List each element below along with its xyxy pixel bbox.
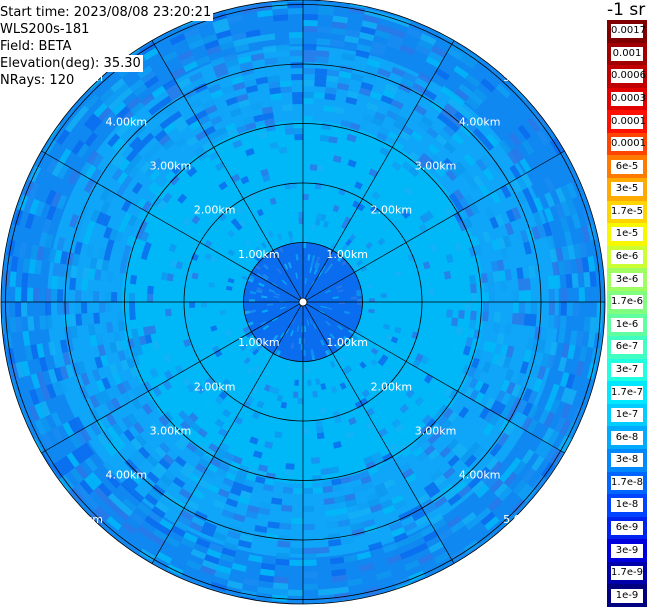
colorbar <box>607 20 647 607</box>
colorbar-label: 1.7e-9 <box>611 566 644 581</box>
range-label: 4.00km <box>459 115 501 128</box>
colorbar-label: 1.7e-8 <box>611 475 644 490</box>
azimuth-spoke <box>151 40 304 303</box>
range-label: 4.00km <box>459 469 501 482</box>
colorbar-unit-title: -1 sr <box>607 0 646 20</box>
range-label: 1.00km <box>238 248 280 261</box>
elevation-label: Elevation(deg): 35.30 <box>0 55 143 72</box>
azimuth-spoke <box>302 301 455 564</box>
azimuth-spoke <box>302 40 455 303</box>
colorbar-label: 1e-9 <box>611 588 643 603</box>
colorbar-label: 1e-5 <box>611 227 643 242</box>
instrument-label: WLS200s-181 <box>0 21 92 38</box>
range-label: 3.00km <box>150 159 192 172</box>
colorbar-label: 0.0003 <box>611 92 646 107</box>
radar-center-marker <box>298 297 308 307</box>
range-label: 2.00km <box>371 204 413 217</box>
range-label: 3.00km <box>415 425 457 438</box>
colorbar-label: 0.0001 <box>611 137 646 152</box>
scan-info-panel: Start time: 2023/08/08 23:20:21 WLS200s-… <box>0 4 214 89</box>
colorbar-label: 1.7e-6 <box>611 295 644 310</box>
colorbar-label: 6e-9 <box>611 520 643 535</box>
colorbar-label: 6e-7 <box>611 340 643 355</box>
colorbar-label: 1.7e-7 <box>611 385 644 400</box>
range-label: 5.00km <box>503 513 545 526</box>
colorbar-label: 6e-5 <box>611 159 643 174</box>
range-label: 4.00km <box>106 115 148 128</box>
range-label: 2.00km <box>194 204 236 217</box>
range-label: 1.00km <box>326 248 368 261</box>
range-label: 2.00km <box>194 380 236 393</box>
azimuth-spoke <box>302 301 565 454</box>
colorbar-label: 1e-7 <box>611 408 643 423</box>
range-label: 3.00km <box>415 159 457 172</box>
colorbar-label: 3e-6 <box>611 272 643 287</box>
range-label: 1.00km <box>238 336 280 349</box>
range-label: 3.00km <box>150 425 192 438</box>
azimuth-spoke <box>302 150 565 303</box>
field-label: Field: BETA <box>0 38 74 55</box>
colorbar-label: 0.001 <box>611 46 643 61</box>
azimuth-spoke <box>41 150 304 303</box>
range-label: 1.00km <box>326 336 368 349</box>
colorbar-label: 0.0006 <box>611 69 646 84</box>
azimuth-spoke <box>151 301 304 564</box>
colorbar-label: 6e-8 <box>611 430 643 445</box>
azimuth-spoke <box>41 301 304 454</box>
colorbar-label: 3e-5 <box>611 182 643 197</box>
colorbar-label: 1e-6 <box>611 317 643 332</box>
range-label: 5.00km <box>503 71 545 84</box>
colorbar-label: 6e-6 <box>611 250 643 265</box>
colorbar-label: 1e-8 <box>611 498 643 513</box>
colorbar-label: 3e-7 <box>611 362 643 377</box>
range-label: 4.00km <box>106 469 148 482</box>
colorbar-label: 3e-8 <box>611 453 643 468</box>
colorbar-label: 0.0017 <box>611 24 646 39</box>
colorbar-label: 1.7e-5 <box>611 204 644 219</box>
colorbar-label: 3e-9 <box>611 543 643 558</box>
nrays-label: NRays: 120 <box>0 72 77 89</box>
colorbar-label: 0.00017 <box>611 114 647 129</box>
range-label: 2.00km <box>371 380 413 393</box>
range-label: 5.00km <box>61 513 103 526</box>
start-time-label: Start time: 2023/08/08 23:20:21 <box>0 4 214 21</box>
